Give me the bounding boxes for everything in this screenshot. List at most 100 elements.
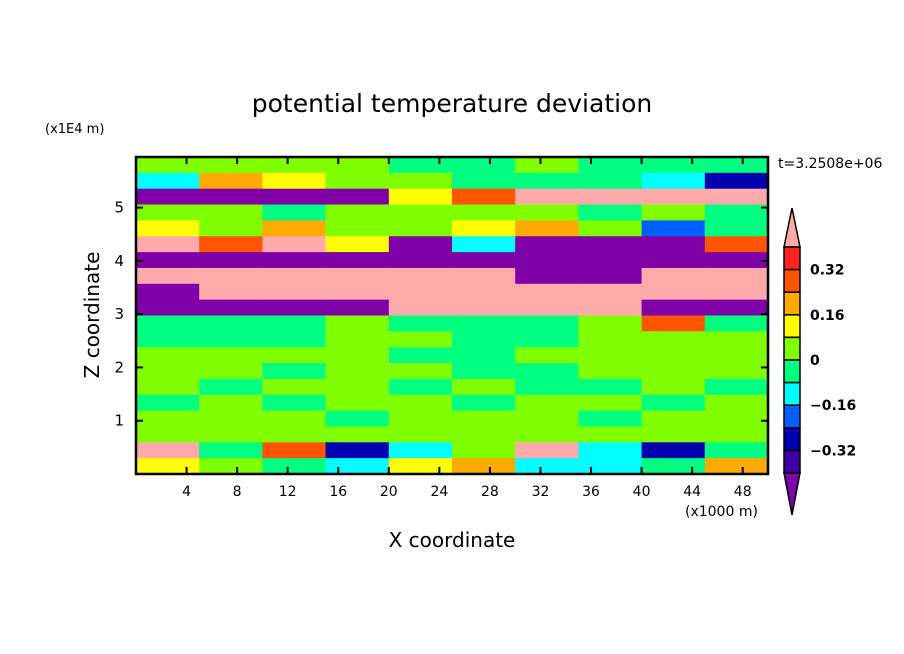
contour-cell — [515, 267, 579, 285]
contour-cell — [641, 188, 706, 206]
contour-cell — [452, 236, 516, 253]
contour-cell — [578, 220, 643, 237]
contour-cell — [262, 347, 327, 364]
contour-cell — [452, 172, 516, 190]
contour-cell — [578, 426, 643, 443]
contour-cell — [704, 236, 769, 253]
colorbar-min-triangle — [783, 472, 801, 516]
contour-cell — [325, 220, 390, 237]
x-tick-label: 36 — [582, 484, 600, 500]
contour-cell — [262, 283, 327, 301]
contour-cell — [262, 363, 327, 380]
colorbar-box — [783, 404, 801, 429]
contour-cell — [325, 299, 390, 316]
contour-cell — [136, 267, 200, 285]
contour-cell — [199, 220, 263, 237]
contour-cell — [452, 426, 516, 443]
contour-cell — [262, 410, 327, 427]
contour-cell — [515, 410, 579, 427]
contour-cell — [578, 394, 643, 412]
x-tick-label: 12 — [279, 484, 297, 500]
contour-cell — [515, 204, 579, 221]
contour-cell — [452, 188, 516, 206]
contour-cell — [199, 204, 263, 221]
colorbar-box — [783, 359, 801, 384]
colorbar-box — [783, 381, 801, 406]
contour-cell — [704, 458, 769, 475]
x-unit-label: (x1000 m) — [685, 504, 758, 520]
contour-cell — [452, 252, 516, 269]
contour-cell — [452, 220, 516, 237]
contour-cell — [515, 442, 579, 459]
contour-cell — [704, 172, 769, 190]
contour-cell — [325, 426, 390, 443]
contour-cell — [388, 157, 453, 174]
y-unit-label: (x1E4 m) — [45, 122, 104, 137]
colorbar-box — [783, 449, 801, 474]
contour-cell — [452, 347, 516, 364]
contour-cell — [136, 315, 200, 332]
colorbar-label: 0.16 — [810, 308, 845, 324]
contour-cell — [515, 220, 579, 237]
contour-cell — [515, 157, 579, 174]
contour-cell — [515, 331, 579, 348]
colorbar-box — [783, 291, 801, 316]
contour-cell — [388, 378, 453, 396]
contour-cell — [515, 458, 579, 475]
x-axis: 4 8 12 16 20 24 28 32 36 40 44 48 — [182, 157, 752, 500]
contour-cell — [262, 315, 327, 332]
contour-cell — [199, 331, 263, 348]
y-tick-label: 2 — [114, 358, 124, 376]
contour-cell — [388, 299, 453, 316]
contour-cell — [641, 426, 706, 443]
contour-cell — [199, 458, 263, 475]
contour-cell — [325, 331, 390, 348]
contour-cell — [262, 299, 327, 316]
contour-cell — [199, 426, 263, 443]
x-tick-label: 40 — [633, 484, 651, 500]
contour-cell — [262, 236, 327, 253]
contour-cell — [136, 378, 200, 396]
contour-cell — [641, 220, 706, 237]
contour-cell — [515, 283, 579, 301]
x-tick-label: 16 — [329, 484, 347, 500]
contour-cell — [325, 267, 390, 285]
contour-cell — [136, 363, 200, 380]
colorbar-label: 0 — [810, 353, 820, 369]
contour-cell — [262, 157, 327, 174]
plot-frame — [134, 155, 770, 476]
contour-cell — [641, 331, 706, 348]
contour-cell — [452, 283, 516, 301]
contour-cell — [136, 252, 200, 269]
contour-cell — [578, 458, 643, 475]
contour-cell — [452, 267, 516, 285]
contour-cell — [199, 410, 263, 427]
x-tick-label: 4 — [182, 484, 191, 500]
contour-cell — [641, 204, 706, 221]
contour-cell — [578, 267, 643, 285]
contour-cell — [262, 426, 327, 443]
contour-cell — [325, 347, 390, 364]
contour-cell — [199, 267, 263, 285]
contour-cell — [578, 363, 643, 380]
contour-cell — [452, 378, 516, 396]
contour-cell — [388, 172, 453, 190]
contour-cell — [704, 220, 769, 237]
contour-cell — [452, 299, 516, 316]
contour-cell — [641, 347, 706, 364]
contour-cell — [704, 267, 769, 285]
x-tick-label: 8 — [233, 484, 242, 500]
x-tick-label: 28 — [481, 484, 499, 500]
contour-cell — [262, 172, 327, 190]
y-tick-label: 3 — [114, 305, 124, 323]
contour-cell — [452, 410, 516, 427]
contour-cell — [578, 188, 643, 206]
contour-cell — [325, 236, 390, 253]
contour-cell — [136, 157, 200, 174]
contour-cell — [704, 188, 769, 206]
contour-cell — [388, 204, 453, 221]
contour-cell — [325, 458, 390, 475]
contour-cell — [578, 410, 643, 427]
contour-cell — [704, 283, 769, 301]
